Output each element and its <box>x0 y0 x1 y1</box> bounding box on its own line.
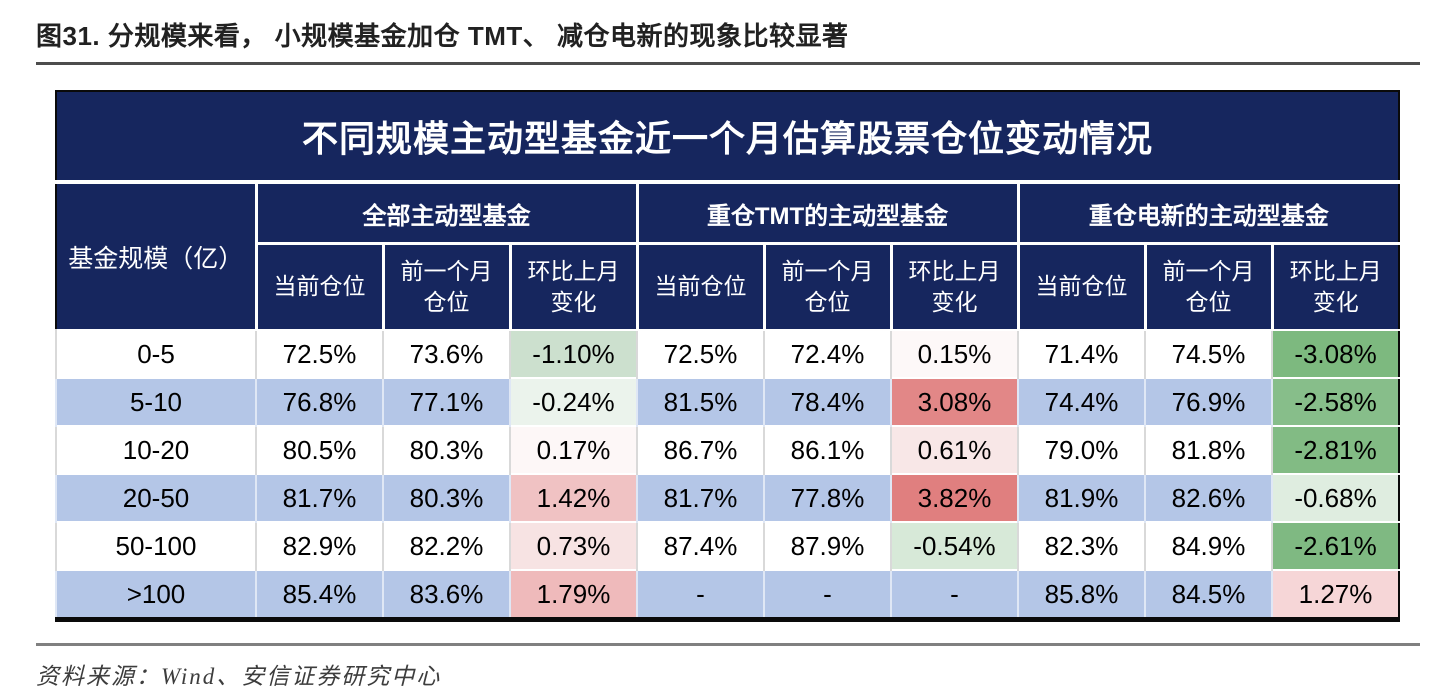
value-cell: 3.82% <box>890 473 1018 522</box>
fund-size-cell: 5-10 <box>55 377 256 426</box>
source-divider <box>36 643 1420 646</box>
corner-header: 基金规模（亿） <box>56 182 258 330</box>
subheader-cell: 前一个月 仓位 <box>762 243 891 330</box>
value-cell: 84.9% <box>1144 521 1272 570</box>
value-cell: 76.9% <box>1144 377 1272 426</box>
value-cell: 72.5% <box>255 329 383 378</box>
value-cell: 81.9% <box>1017 473 1145 522</box>
value-cell: 74.4% <box>1017 377 1145 426</box>
value-cell: 71.4% <box>1017 329 1145 378</box>
value-cell: 1.27% <box>1270 569 1400 620</box>
fund-size-cell: 10-20 <box>55 425 256 474</box>
value-cell: -3.08% <box>1270 329 1400 378</box>
value-cell: 0.17% <box>509 425 637 474</box>
value-cell: 81.7% <box>255 473 383 522</box>
subheader-cell: 当前仓位 <box>635 243 764 330</box>
value-cell: 0.15% <box>890 329 1018 378</box>
fund-size-cell: 20-50 <box>55 473 256 522</box>
table-row: 50-100 82.9% 82.2% 0.73% 87.4% 87.9% -0.54% 82.… <box>55 521 1400 570</box>
caption-divider <box>36 62 1420 65</box>
fund-position-table: 不同规模主动型基金近一个月估算股票仓位变动情况 基金规模（亿） 全部主动型基金 … <box>55 90 1401 622</box>
value-cell: 81.8% <box>1144 425 1272 474</box>
table-body: 0-5 72.5% 73.6% -1.10% 72.5% 72.4% 0.15% 71.4% 7… <box>55 329 1400 620</box>
value-cell: 82.3% <box>1017 521 1145 570</box>
subheader-cell: 环比上月 变化 <box>508 243 637 330</box>
table-row: 10-20 80.5% 80.3% 0.17% 86.7% 86.1% 0.61% 79.0%… <box>55 425 1400 474</box>
value-cell: - <box>890 569 1018 620</box>
table-title-row: 不同规模主动型基金近一个月估算股票仓位变动情况 <box>56 91 1400 184</box>
table-title: 不同规模主动型基金近一个月估算股票仓位变动情况 <box>56 91 1400 184</box>
value-cell: -2.58% <box>1270 377 1400 426</box>
value-cell: 77.8% <box>763 473 891 522</box>
fund-size-cell: >100 <box>55 569 256 620</box>
value-cell: 81.5% <box>636 377 764 426</box>
value-cell: 84.5% <box>1144 569 1272 620</box>
value-cell: 0.61% <box>890 425 1018 474</box>
fund-position-table-wrap: 不同规模主动型基金近一个月估算股票仓位变动情况 基金规模（亿） 全部主动型基金 … <box>55 90 1454 622</box>
value-cell: 73.6% <box>382 329 510 378</box>
value-cell: 0.73% <box>509 521 637 570</box>
table-row: 20-50 81.7% 80.3% 1.42% 81.7% 77.8% 3.82% 81.9%… <box>55 473 1400 522</box>
table-row: >100 85.4% 83.6% 1.79% - - -85.8% 84.5% 1.27% <box>55 569 1400 620</box>
value-cell: 1.42% <box>509 473 637 522</box>
value-cell: -2.61% <box>1270 521 1400 570</box>
subheader-cell: 环比上月 变化 <box>889 243 1018 330</box>
value-cell: 86.7% <box>636 425 764 474</box>
subheader-cell: 当前仓位 <box>1016 243 1145 330</box>
subheader-row: 当前仓位 前一个月 仓位 环比上月 变化 当前仓位 前一个月 仓位 环比上月 变化 当前仓位… <box>56 243 1400 330</box>
subheader-cell: 前一个月 仓位 <box>1143 243 1272 330</box>
subheader-cell: 当前仓位 <box>254 243 383 330</box>
value-cell: 82.2% <box>382 521 510 570</box>
value-cell: 3.08% <box>890 377 1018 426</box>
value-cell: - <box>636 569 764 620</box>
value-cell: 85.8% <box>1017 569 1145 620</box>
value-cell: 80.3% <box>382 425 510 474</box>
value-cell: 83.6% <box>382 569 510 620</box>
table-row: 0-5 72.5% 73.6% -1.10% 72.5% 72.4% 0.15% 71.4% 7… <box>55 329 1400 378</box>
value-cell: -0.68% <box>1270 473 1400 522</box>
group-header-row: 基金规模（亿） 全部主动型基金 重仓TMT的主动型基金 重仓电新的主动型基金 <box>56 182 1400 330</box>
value-cell: 1.79% <box>509 569 637 620</box>
value-cell: 82.9% <box>255 521 383 570</box>
value-cell: 77.1% <box>382 377 510 426</box>
value-cell: 72.5% <box>636 329 764 378</box>
fund-size-cell: 50-100 <box>55 521 256 570</box>
value-cell: - <box>763 569 891 620</box>
value-cell: 76.8% <box>255 377 383 426</box>
value-cell: 82.6% <box>1144 473 1272 522</box>
value-cell: -2.81% <box>1270 425 1400 474</box>
value-cell: -1.10% <box>509 329 637 378</box>
group-header-ev-funds: 重仓电新的主动型基金 <box>1016 182 1400 245</box>
subheader-cell: 前一个月 仓位 <box>381 243 510 330</box>
group-header-tmt-funds: 重仓TMT的主动型基金 <box>635 182 1018 245</box>
value-cell: 87.9% <box>763 521 891 570</box>
table-row: 5-10 76.8% 77.1% -0.24% 81.5% 78.4% 3.08% 74.4%… <box>55 377 1400 426</box>
source-note: 资料来源：Wind、安信证券研究中心 <box>36 664 442 689</box>
value-cell: 86.1% <box>763 425 891 474</box>
value-cell: -0.24% <box>509 377 637 426</box>
value-cell: 87.4% <box>636 521 764 570</box>
value-cell: 72.4% <box>763 329 891 378</box>
value-cell: 80.3% <box>382 473 510 522</box>
value-cell: 81.7% <box>636 473 764 522</box>
subheader-cell: 环比上月 变化 <box>1270 243 1400 330</box>
value-cell: 80.5% <box>255 425 383 474</box>
value-cell: 74.5% <box>1144 329 1272 378</box>
value-cell: -0.54% <box>890 521 1018 570</box>
value-cell: 85.4% <box>255 569 383 620</box>
value-cell: 78.4% <box>763 377 891 426</box>
figure-caption: 图31. 分规模来看， 小规模基金加仓 TMT、 减仓电新的现象比较显著 <box>36 21 849 51</box>
fund-size-cell: 0-5 <box>55 329 256 378</box>
group-header-all-funds: 全部主动型基金 <box>254 182 637 245</box>
value-cell: 79.0% <box>1017 425 1145 474</box>
